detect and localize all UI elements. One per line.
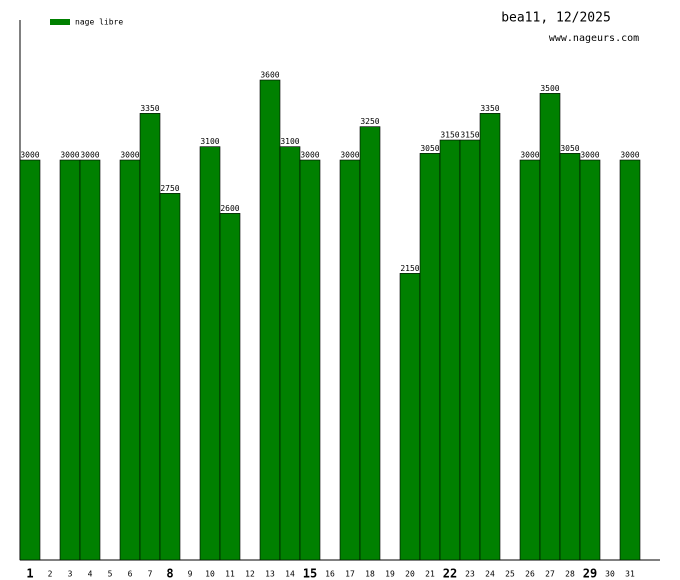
x-tick-label: 12 bbox=[245, 570, 255, 579]
bar bbox=[579, 159, 601, 561]
x-tick-label: 11 bbox=[225, 570, 235, 579]
bar bbox=[119, 159, 141, 561]
data-label: 3000 bbox=[340, 151, 359, 160]
bar bbox=[279, 146, 301, 561]
x-tick-label: 16 bbox=[325, 570, 335, 579]
bar bbox=[359, 126, 381, 561]
bar bbox=[59, 159, 81, 561]
x-tick-label: 17 bbox=[345, 570, 355, 579]
bar bbox=[199, 146, 221, 561]
x-tick-label: 29 bbox=[583, 567, 597, 580]
data-label: 3000 bbox=[520, 151, 539, 160]
x-tick-label: 9 bbox=[188, 570, 193, 579]
legend-label: nage libre bbox=[75, 18, 123, 27]
data-label: 2150 bbox=[400, 264, 419, 273]
data-label: 3000 bbox=[60, 151, 79, 160]
data-label: 3150 bbox=[440, 131, 459, 140]
data-label: 3000 bbox=[20, 151, 39, 160]
data-label: 3350 bbox=[140, 104, 159, 113]
x-tick-label: 3 bbox=[68, 570, 73, 579]
x-tick-label: 1 bbox=[26, 567, 33, 580]
bar bbox=[139, 113, 161, 561]
x-tick-label: 15 bbox=[303, 567, 317, 580]
data-label: 3000 bbox=[120, 151, 139, 160]
bar bbox=[479, 113, 501, 561]
bar bbox=[439, 139, 461, 561]
bar bbox=[19, 159, 41, 561]
x-tick-label: 26 bbox=[525, 570, 535, 579]
bar bbox=[559, 153, 581, 561]
data-label: 2750 bbox=[160, 184, 179, 193]
x-tick-label: 31 bbox=[625, 570, 635, 579]
x-tick-label: 8 bbox=[166, 567, 173, 580]
bar bbox=[459, 139, 481, 561]
x-tick-label: 10 bbox=[205, 570, 215, 579]
x-tick-label: 6 bbox=[128, 570, 133, 579]
bar bbox=[339, 159, 361, 561]
data-label: 3600 bbox=[260, 71, 279, 80]
bar bbox=[399, 273, 421, 561]
bar bbox=[419, 153, 441, 561]
chart-title: bea11, 12/2025 bbox=[501, 11, 611, 26]
data-label: 3100 bbox=[200, 137, 219, 146]
x-tick-label: 13 bbox=[265, 570, 275, 579]
data-label: 3500 bbox=[540, 84, 559, 93]
bar bbox=[519, 159, 541, 561]
x-tick-label: 14 bbox=[285, 570, 295, 579]
x-tick-label: 5 bbox=[108, 570, 113, 579]
x-tick-label: 22 bbox=[443, 567, 457, 580]
x-tick-label: 24 bbox=[485, 570, 495, 579]
x-tick-label: 2 bbox=[48, 570, 53, 579]
bar bbox=[539, 93, 561, 561]
data-label: 3250 bbox=[360, 117, 379, 126]
bar bbox=[219, 213, 241, 561]
x-tick-label: 28 bbox=[565, 570, 575, 579]
bar bbox=[299, 159, 321, 561]
x-tick-label: 18 bbox=[365, 570, 375, 579]
bar bbox=[79, 159, 101, 561]
bar bbox=[159, 193, 181, 561]
data-label: 3050 bbox=[420, 144, 439, 153]
data-label: 3000 bbox=[80, 151, 99, 160]
x-tick-label: 19 bbox=[385, 570, 395, 579]
x-tick-label: 27 bbox=[545, 570, 555, 579]
legend-swatch bbox=[50, 19, 70, 25]
x-tick-label: 7 bbox=[148, 570, 153, 579]
data-label: 3000 bbox=[300, 151, 319, 160]
data-label: 3100 bbox=[280, 137, 299, 146]
data-label: 3350 bbox=[480, 104, 499, 113]
data-label: 3150 bbox=[460, 131, 479, 140]
x-tick-label: 21 bbox=[425, 570, 435, 579]
chart-subtitle: www.nageurs.com bbox=[549, 33, 639, 44]
data-label: 2600 bbox=[220, 204, 239, 213]
bar bbox=[259, 79, 281, 561]
data-label: 3050 bbox=[560, 144, 579, 153]
bar bbox=[619, 159, 641, 561]
x-tick-label: 23 bbox=[465, 570, 475, 579]
data-label: 3000 bbox=[620, 151, 639, 160]
x-tick-label: 25 bbox=[505, 570, 515, 579]
x-tick-label: 20 bbox=[405, 570, 415, 579]
x-tick-label: 30 bbox=[605, 570, 615, 579]
x-tick-label: 4 bbox=[88, 570, 93, 579]
data-label: 3000 bbox=[580, 151, 599, 160]
